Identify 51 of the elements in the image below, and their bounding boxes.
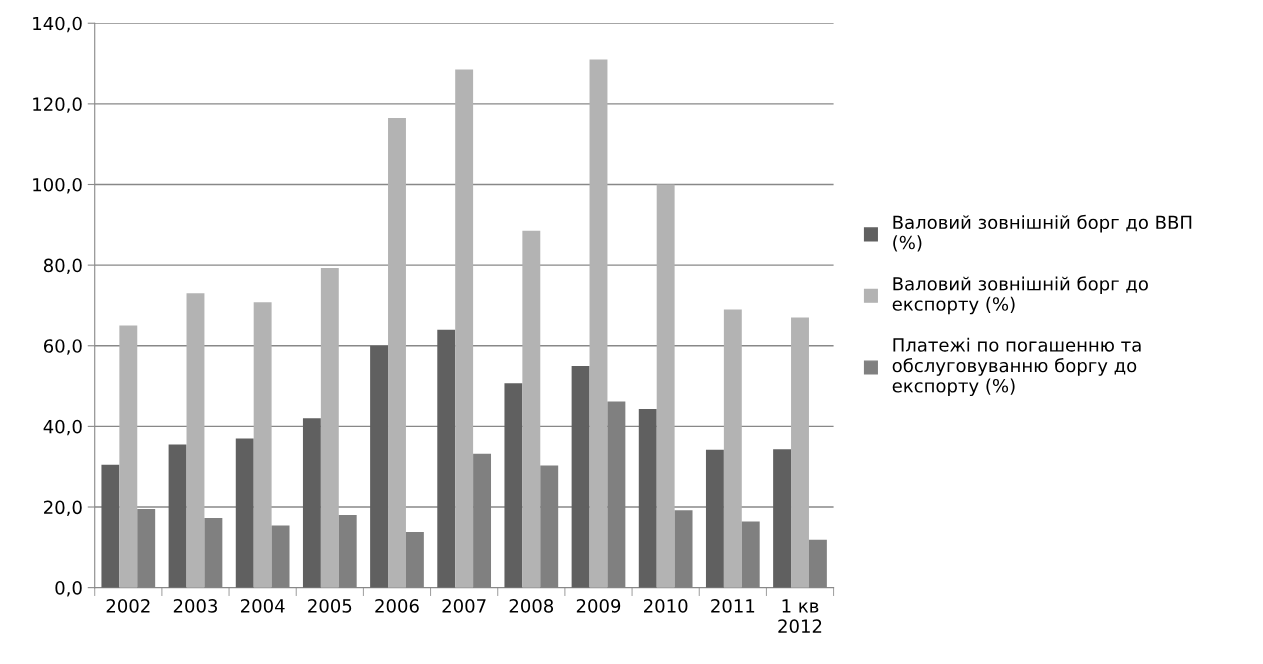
x-tick-label: 2011 bbox=[711, 599, 755, 613]
bar bbox=[674, 510, 693, 588]
x-tick-label: 2010 bbox=[644, 599, 688, 613]
x-tick-label: 2004 bbox=[240, 599, 285, 613]
x-tick-label: 2009 bbox=[576, 599, 621, 613]
bar bbox=[773, 449, 792, 588]
x-tick-label: 2003 bbox=[173, 599, 218, 613]
y-tick-label: 20,0 bbox=[44, 500, 82, 516]
bar bbox=[235, 438, 254, 588]
bar bbox=[723, 309, 742, 588]
bar bbox=[589, 59, 608, 588]
bar bbox=[320, 267, 339, 588]
x-tick-label: 2005 bbox=[308, 599, 352, 613]
bar bbox=[437, 329, 456, 588]
bar bbox=[522, 230, 541, 588]
x-tick-label: 2007 bbox=[442, 599, 486, 613]
bar bbox=[101, 464, 120, 588]
bar bbox=[168, 444, 187, 588]
bar bbox=[370, 345, 389, 588]
bar bbox=[455, 69, 474, 588]
x-tick-label: 2002 bbox=[106, 599, 150, 613]
bar bbox=[741, 521, 760, 588]
x-tick-label: 2008 bbox=[509, 599, 554, 613]
bar bbox=[271, 525, 290, 588]
legend-label: Валовий зовнішній борг до ВВП (%) bbox=[893, 214, 1192, 252]
x-tick-label: 1 кв 2012 bbox=[778, 599, 822, 633]
legend-label: Платежі по погашенню та обслуговуванню боргу до експорту (%) bbox=[892, 337, 1141, 397]
bar bbox=[119, 325, 138, 588]
bar bbox=[405, 532, 424, 588]
bar bbox=[338, 515, 357, 588]
y-tick-label: 100,0 bbox=[33, 177, 82, 194]
bar bbox=[638, 409, 657, 588]
bar bbox=[388, 117, 406, 588]
y-tick-label: 120,0 bbox=[33, 97, 82, 113]
bar bbox=[656, 184, 675, 588]
bar bbox=[204, 517, 223, 588]
bar bbox=[504, 383, 523, 588]
y-tick-label: 140,0 bbox=[33, 16, 82, 33]
y-tick-label: 60,0 bbox=[43, 339, 82, 355]
bar bbox=[302, 418, 321, 588]
legend-label: Валовий зовнішній борг до експорту (%) bbox=[892, 276, 1148, 315]
bar bbox=[253, 302, 272, 588]
bar bbox=[571, 365, 590, 588]
bar bbox=[791, 317, 809, 588]
bar bbox=[186, 293, 205, 588]
y-tick-label: 0,0 bbox=[55, 581, 82, 597]
y-tick-label: 80,0 bbox=[43, 258, 82, 275]
y-tick-label: 40,0 bbox=[43, 419, 82, 436]
bar bbox=[808, 539, 827, 588]
bar bbox=[705, 449, 724, 588]
x-tick-label: 2006 bbox=[375, 599, 419, 613]
